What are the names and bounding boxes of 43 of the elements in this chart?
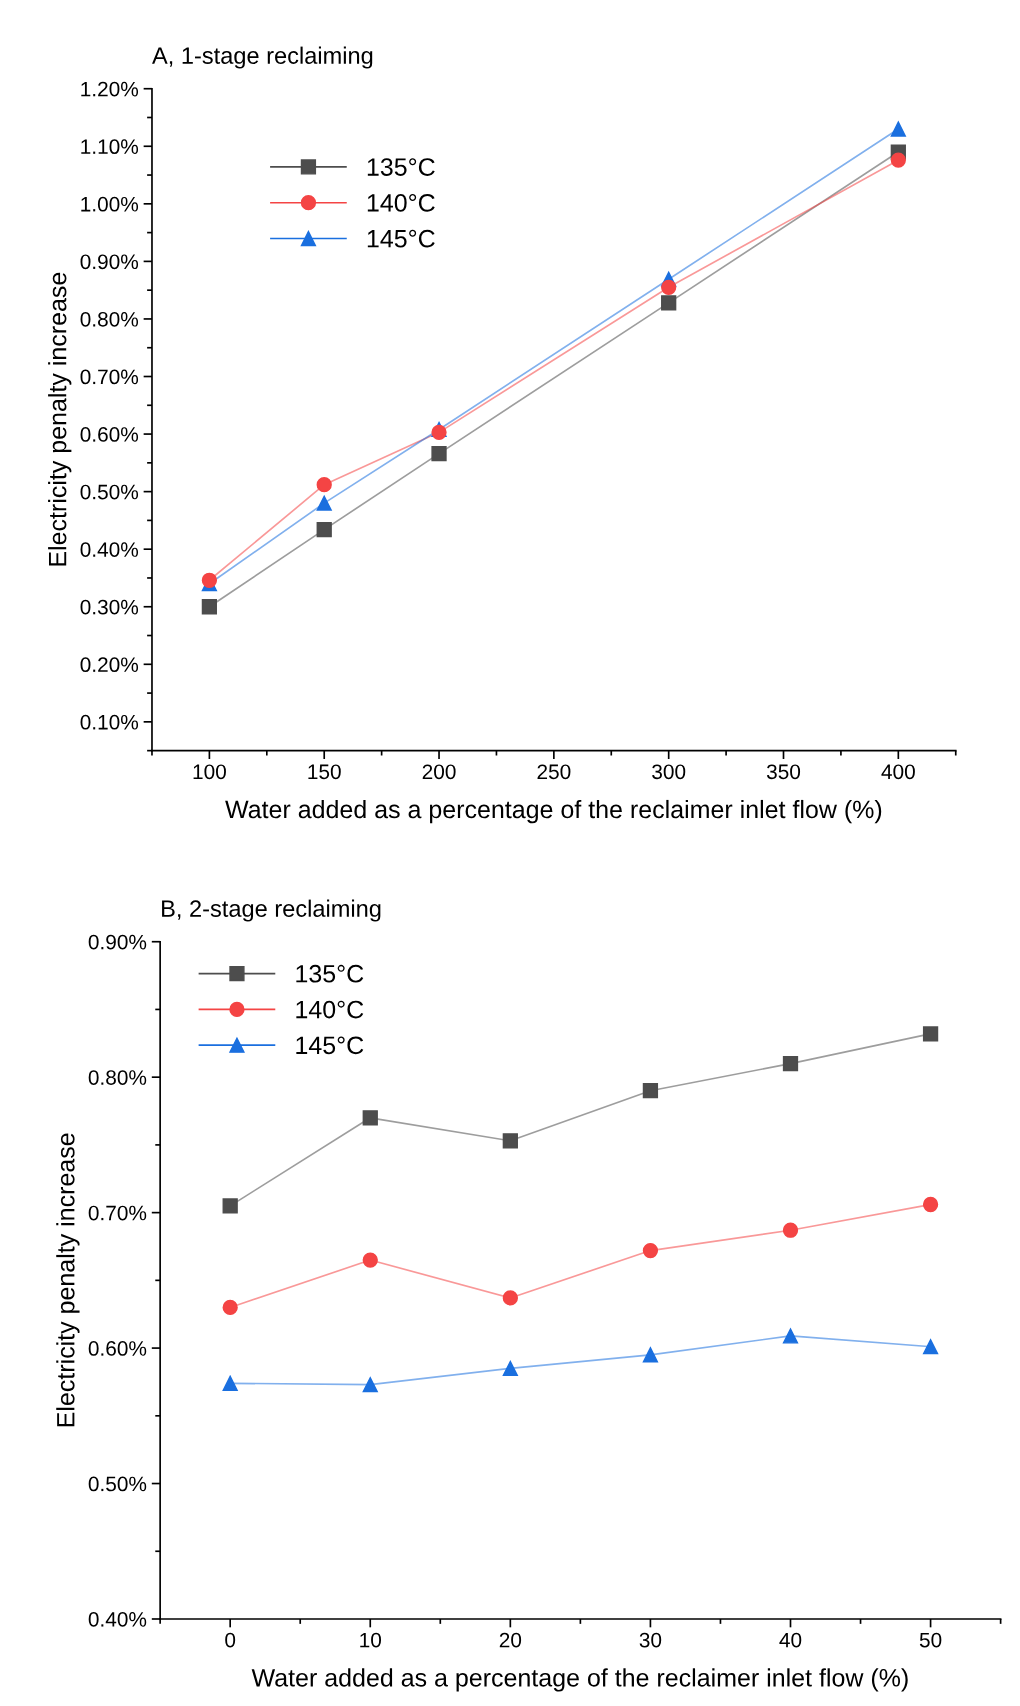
y-axis-title: Electricity penalty increase: [48, 272, 72, 566]
y-tick-label: 1.20%: [81, 81, 139, 97]
y-tick-label: 0.10%: [80, 714, 139, 730]
x-axis-title: Water added as a percentage of the reclaimer inlet flow (%): [225, 799, 882, 824]
legend-label: 135°C: [367, 158, 435, 176]
chart-title: B, 2-stage reclaiming: [162, 899, 381, 922]
x-tick-label: 150: [308, 764, 341, 780]
x-tick-label: 50: [919, 1632, 942, 1648]
legend-label: 140°C: [296, 1000, 364, 1019]
x-tick-label: 10: [360, 1632, 382, 1648]
y-tick-label: 0.90%: [88, 934, 147, 950]
y-tick-label: 0.30%: [80, 599, 139, 615]
x-tick-label: 350: [766, 764, 801, 780]
y-tick-label: 0.50%: [88, 1476, 147, 1492]
y-tick-label: 0.80%: [80, 311, 139, 327]
x-tick-label: 300: [652, 764, 686, 780]
x-tick-label: 200: [422, 764, 456, 780]
y-tick-label: 0.50%: [80, 484, 139, 500]
y-tick-label: 0.40%: [88, 1612, 147, 1627]
legend-label: 135°C: [296, 964, 364, 983]
x-tick-label: 40: [779, 1632, 802, 1648]
y-tick-label: 0.70%: [88, 1205, 147, 1221]
y-axis-title: Electricity penalty increase: [56, 1133, 80, 1427]
x-tick-label: 20: [499, 1632, 522, 1648]
y-tick-label: 0.60%: [80, 427, 139, 442]
y-tick-label: 1.10%: [81, 139, 139, 155]
legend-label: 145°C: [367, 229, 435, 248]
x-tick-label: 30: [639, 1632, 662, 1648]
y-tick-label: 0.20%: [80, 657, 139, 673]
x-tick-label: 100: [193, 764, 226, 780]
x-axis-title: Water added as a percentage of the reclaimer inlet flow (%): [251, 1668, 908, 1692]
x-tick-label: 400: [881, 764, 915, 780]
chart-title: A, 1-stage reclaiming: [152, 46, 373, 69]
x-tick-label: 250: [537, 764, 571, 780]
y-tick-label: 0.90%: [80, 254, 139, 270]
legend-label: 140°C: [367, 194, 435, 212]
y-tick-label: 0.70%: [80, 369, 139, 385]
y-tick-label: 0.40%: [80, 542, 139, 557]
y-tick-label: 0.60%: [88, 1341, 147, 1356]
y-tick-label: 0.80%: [88, 1070, 147, 1085]
x-tick-label: 0: [225, 1632, 236, 1648]
legend-label: 145°C: [296, 1036, 364, 1055]
y-tick-label: 1.00%: [81, 196, 139, 212]
